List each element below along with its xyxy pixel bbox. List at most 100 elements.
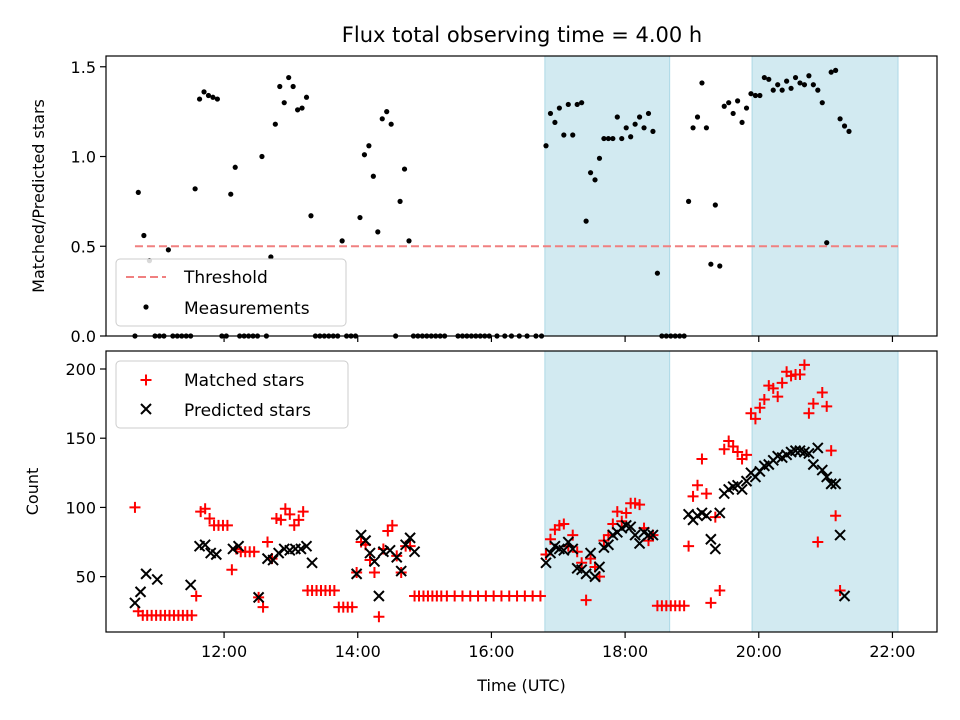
matched-star-point (580, 594, 592, 606)
predicted-star-point (647, 529, 659, 541)
matched-star-point (275, 514, 287, 526)
legend-matched-label: Matched stars (184, 371, 304, 391)
measurement-point (824, 240, 830, 246)
predicted-star-point (227, 543, 239, 555)
matched-star-point (830, 510, 842, 522)
measurement-point (721, 103, 727, 109)
matched-star-point (279, 503, 291, 515)
matched-star-point (758, 393, 770, 405)
measurement-point (810, 82, 816, 88)
predicted-star-point (232, 540, 245, 552)
measurement-point (632, 121, 638, 127)
predicted-star-point (629, 529, 641, 541)
predicted-star-point (129, 597, 141, 609)
measurement-point (614, 114, 620, 120)
predicted-star-point (714, 507, 726, 519)
shaded-interval (544, 350, 671, 633)
predicted-star-point (812, 442, 824, 454)
predicted-star-point (151, 573, 163, 586)
measurement-point (650, 128, 656, 134)
x-tick-label: 16:00 (468, 642, 514, 661)
predicted-star-point (140, 568, 152, 580)
measurement-point (623, 125, 629, 131)
measurement-point (708, 261, 714, 267)
matched-star-point (226, 564, 238, 576)
matched-star-point (571, 546, 583, 558)
measurement-point (201, 89, 207, 95)
measurement-point (841, 123, 848, 129)
measurement-point (587, 170, 594, 176)
matched-star-point (129, 501, 141, 513)
measurement-point (819, 100, 825, 106)
predicted-star-point (709, 543, 722, 555)
predicted-star-point (395, 565, 407, 577)
predicted-star-point (736, 483, 748, 496)
y-axis-label: Count (23, 468, 42, 516)
measurement-point (730, 110, 736, 117)
matched-star-point (611, 506, 623, 518)
matched-star-point (812, 536, 824, 548)
measurement-point (556, 105, 562, 111)
matched-star-point (386, 519, 398, 531)
measurement-point (699, 80, 705, 86)
measurement-point (565, 101, 571, 108)
matched-star-point (190, 590, 202, 602)
predicted-star-point (134, 586, 147, 598)
measurement-point (299, 105, 305, 111)
x-tick-label: 22:00 (869, 642, 915, 661)
matched-star-point (186, 609, 198, 621)
legend-box (115, 360, 349, 429)
matched-star-point (221, 519, 233, 531)
measurement-point (357, 214, 363, 221)
predicted-star-point (359, 534, 372, 547)
legend-box (115, 258, 347, 327)
matched-star-point (798, 359, 810, 371)
measurement-point (547, 110, 554, 117)
measurement-point (196, 96, 203, 102)
measurement-point (605, 135, 611, 142)
matched-star-point (794, 369, 806, 381)
measurement-point (165, 247, 171, 253)
measurement-point (712, 202, 718, 208)
measurement-point (757, 92, 763, 99)
matched-star-point (687, 490, 699, 502)
matched-star-point (803, 407, 815, 419)
y-tick-label: 0.5 (71, 237, 96, 256)
predicted-star-point (633, 537, 646, 550)
predicted-star-point (408, 546, 421, 558)
predicted-star-point (399, 539, 412, 551)
y-tick-label: 1.0 (71, 148, 96, 167)
measurement-point (846, 128, 852, 134)
y-tick-label: 200 (65, 360, 96, 379)
matched-star-point (727, 441, 739, 453)
matched-star-point (825, 445, 837, 457)
matched-star-point (696, 453, 708, 465)
measurement-point (645, 110, 652, 117)
measurement-point (286, 74, 292, 81)
measurement-point (552, 119, 558, 126)
measurement-point (192, 186, 198, 192)
chart-title: Flux total observing time = 4.00 h (342, 23, 702, 47)
measurement-point (543, 143, 549, 149)
predicted-star-point (306, 557, 318, 569)
measurement-point (690, 125, 696, 131)
measurement-point (141, 232, 147, 239)
measurement-point (766, 76, 772, 82)
measurement-point (574, 101, 580, 108)
measurement-point (784, 78, 790, 84)
measurement-point (570, 132, 576, 138)
predicted-star-point (272, 547, 285, 559)
y-tick-label: 100 (65, 498, 96, 517)
measurement-point (685, 198, 692, 204)
measurement-point (232, 164, 238, 170)
legend-predicted-label: Predicted stars (184, 401, 311, 421)
matched-star-point (816, 387, 828, 399)
predicted-star-point (540, 557, 552, 569)
measurement-point (277, 83, 283, 90)
matched-star-point (204, 512, 216, 524)
measurement-point (739, 119, 745, 126)
predicted-star-point (210, 548, 222, 561)
measurement-point (290, 83, 296, 90)
predicted-star-point (373, 590, 385, 602)
matched-star-point (749, 413, 761, 425)
